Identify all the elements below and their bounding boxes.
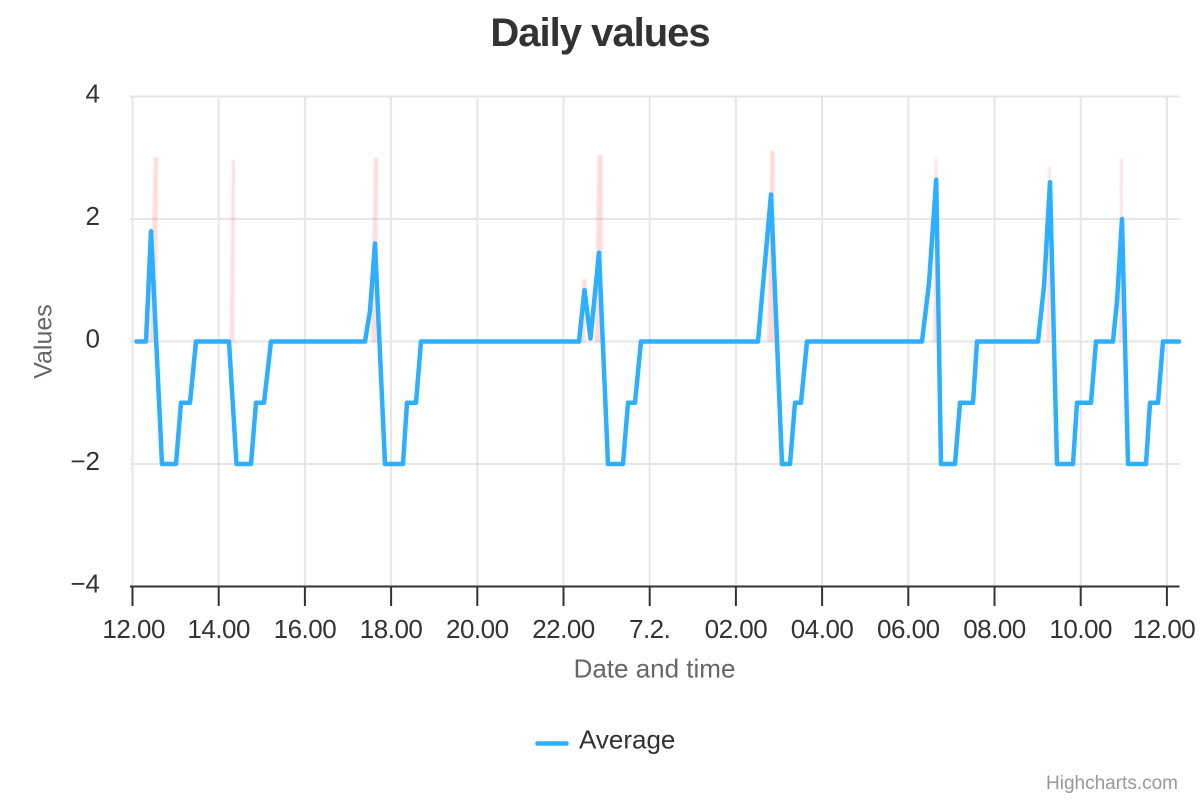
- svg-text:Highcharts.com: Highcharts.com: [1046, 773, 1178, 794]
- svg-text:04.00: 04.00: [791, 614, 854, 644]
- svg-text:18.00: 18.00: [360, 614, 423, 644]
- svg-text:Date and time: Date and time: [574, 654, 736, 684]
- svg-text:−2: −2: [70, 446, 100, 476]
- svg-text:12.00: 12.00: [1133, 614, 1196, 644]
- svg-text:−4: −4: [70, 569, 100, 599]
- svg-text:12.00: 12.00: [102, 614, 165, 644]
- svg-text:06.00: 06.00: [877, 614, 940, 644]
- svg-text:0: 0: [86, 324, 100, 354]
- svg-text:22.00: 22.00: [532, 614, 595, 644]
- svg-text:10.00: 10.00: [1049, 614, 1112, 644]
- svg-text:Daily values: Daily values: [490, 11, 709, 55]
- svg-text:02.00: 02.00: [705, 614, 768, 644]
- svg-text:Average: Average: [579, 725, 675, 755]
- svg-text:20.00: 20.00: [446, 614, 509, 644]
- svg-text:Values: Values: [30, 304, 58, 379]
- svg-text:4: 4: [86, 79, 100, 109]
- svg-text:16.00: 16.00: [274, 614, 337, 644]
- svg-text:14.00: 14.00: [187, 614, 250, 644]
- svg-text:2: 2: [86, 201, 100, 231]
- svg-text:08.00: 08.00: [963, 614, 1026, 644]
- svg-text:7.2.: 7.2.: [629, 614, 670, 644]
